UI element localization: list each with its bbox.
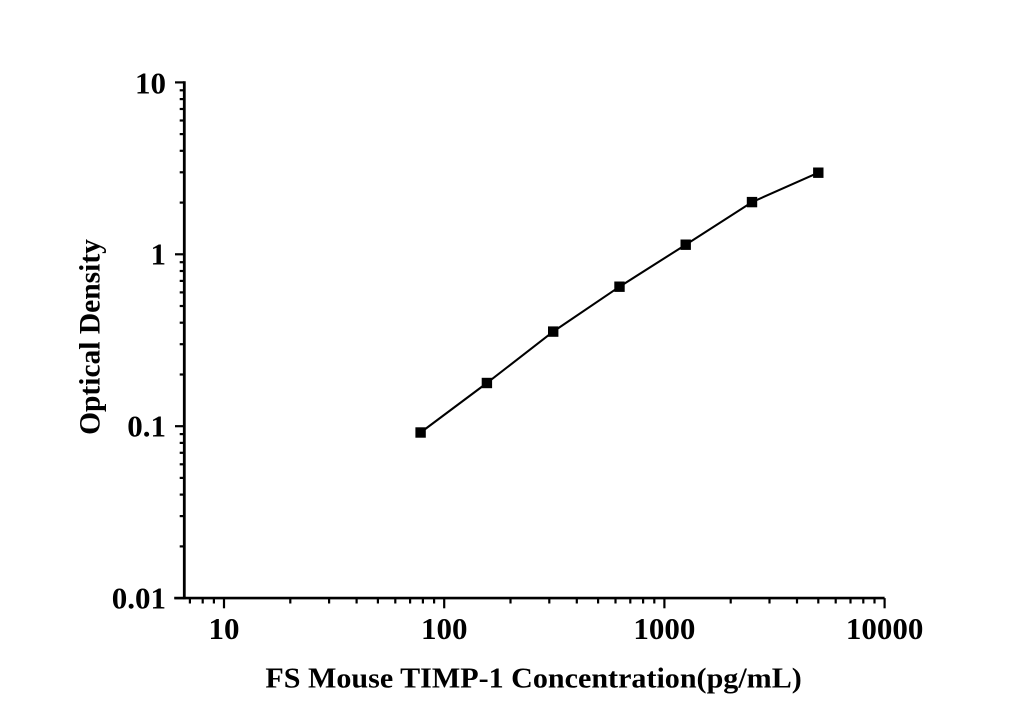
svg-text:10000: 10000: [846, 611, 924, 646]
svg-text:10: 10: [209, 611, 240, 646]
svg-text:Optical Density: Optical Density: [74, 239, 106, 435]
svg-text:0.01: 0.01: [112, 580, 166, 615]
svg-text:FS Mouse TIMP-1 Concentration(: FS Mouse TIMP-1 Concentration(pg/mL): [265, 663, 801, 695]
svg-text:1: 1: [151, 237, 167, 272]
svg-text:10: 10: [135, 65, 166, 100]
svg-text:0.1: 0.1: [127, 409, 166, 444]
svg-text:100: 100: [421, 611, 468, 646]
svg-text:1000: 1000: [633, 611, 695, 646]
